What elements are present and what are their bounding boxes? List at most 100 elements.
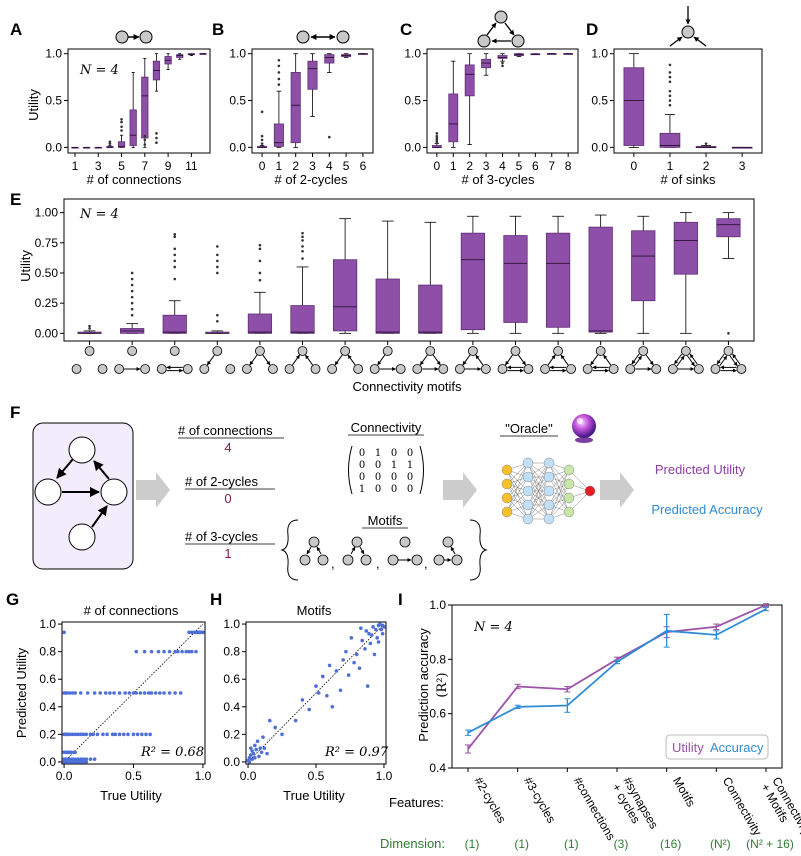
comma: , — [331, 556, 335, 571]
box-body — [141, 76, 149, 139]
panel-letter-B: B — [212, 20, 224, 39]
scatter-point — [346, 673, 351, 677]
outlier-point — [301, 249, 304, 253]
motif-edge — [262, 354, 271, 366]
identity-line — [247, 623, 385, 763]
xtick-label-feature: #3-cycles — [521, 775, 558, 826]
box-body — [290, 72, 301, 144]
boxplot-3-cycles: 0.0 0.5 1.0 0 1 2 3 4 5 6 7 8 — [404, 47, 579, 173]
scatter-point — [101, 732, 105, 737]
xtick-label-feature: Connectivity — [720, 775, 765, 839]
xtick-label-a: 11 — [185, 159, 198, 173]
box-body — [247, 313, 273, 334]
ytick-label: 0.8 — [429, 652, 446, 666]
xtick-label: 0.0 — [240, 769, 257, 783]
motif-edge — [689, 353, 698, 365]
outlier-point — [120, 129, 123, 132]
panel-letter-E: E — [10, 190, 21, 209]
scatter-point — [357, 666, 362, 670]
outlier-point — [258, 243, 262, 247]
nn-edge — [506, 476, 529, 513]
outlier-point — [301, 231, 304, 235]
scatter-point — [300, 698, 305, 702]
motif-icon-3-cycle — [477, 10, 525, 48]
scatter-point — [250, 749, 254, 753]
motif-node — [340, 346, 351, 356]
box-d-0 — [623, 53, 645, 148]
scatter-point — [134, 691, 139, 695]
scatter-point — [88, 732, 93, 737]
scatter-point — [67, 691, 72, 695]
outlier-point — [301, 257, 304, 260]
ytick-label-e: 0.75 — [35, 236, 59, 250]
motif-node — [284, 364, 295, 374]
motif-edge — [631, 353, 640, 365]
nn-edge — [527, 462, 550, 492]
annotation-n-a: N = 4 — [79, 63, 119, 78]
ytick-label: 0.4 — [39, 700, 56, 714]
motif-icon-row — [71, 346, 747, 374]
scatter-point — [78, 732, 83, 737]
motif-node — [156, 364, 167, 374]
motif-edge — [518, 354, 526, 366]
ytick-label-c: 0.0 — [404, 140, 421, 154]
ytick-label-a: 0.5 — [45, 94, 62, 108]
scatter-point — [254, 747, 258, 752]
ytick-label: 0.6 — [39, 672, 56, 686]
outlier-point — [130, 277, 134, 281]
outlier-point — [668, 80, 672, 84]
box-b-0 — [257, 110, 268, 148]
box-a-10 — [176, 53, 184, 60]
motif-node — [225, 364, 236, 374]
scatter-point — [153, 691, 158, 695]
scatter-point — [81, 760, 86, 764]
scatter-point — [316, 691, 321, 695]
scatter-point — [76, 732, 80, 737]
scatter-point — [344, 649, 348, 654]
outlier-point — [108, 142, 112, 145]
motif-node — [553, 346, 563, 356]
outlier-point — [435, 132, 439, 135]
scatter-point — [173, 691, 177, 695]
box-body — [290, 305, 315, 334]
scatter-point — [372, 652, 377, 657]
box-e-9 — [460, 215, 486, 334]
motif-node — [297, 346, 308, 356]
box-body — [273, 123, 284, 147]
matrix-cell: 0 — [391, 484, 397, 495]
xtick-label-b: 5 — [343, 159, 350, 173]
scatter-point — [158, 691, 162, 695]
motif-node — [608, 364, 619, 374]
outlier-point — [727, 332, 730, 335]
panel-letter-H: H — [210, 590, 222, 609]
motif-edge — [305, 354, 313, 366]
outlier-point — [501, 64, 504, 68]
scatter-point — [162, 649, 166, 654]
ytick-label: 1.0 — [39, 617, 56, 631]
box-e-15 — [716, 212, 741, 335]
box-c-1 — [448, 60, 459, 148]
motif-node — [140, 364, 151, 374]
feature-2-cycles-label: # of 2-cycles — [185, 474, 258, 489]
scatter-point — [73, 757, 77, 761]
scatter-point — [251, 751, 256, 756]
motif-node — [566, 364, 576, 374]
box-a-8 — [152, 53, 161, 144]
ytick-label: 0.6 — [429, 707, 446, 721]
feature-3-cycles-label: # of 3-cycles — [185, 529, 258, 544]
matrix-cell: 0 — [407, 448, 413, 459]
network-panel — [32, 422, 134, 570]
outlier-point — [108, 140, 112, 144]
outlier-point — [277, 83, 281, 86]
outlier-point — [120, 120, 123, 124]
outlier-point — [173, 265, 177, 269]
scatter-point — [65, 691, 69, 695]
scatter-point — [67, 757, 72, 761]
nn-edge — [506, 462, 529, 513]
motif-icon-2 — [156, 346, 193, 374]
motif-edge — [676, 355, 685, 367]
motif-node — [595, 346, 606, 356]
outlier-point — [173, 233, 177, 236]
nn-edge — [548, 483, 570, 520]
ytick-label: 0.2 — [223, 727, 240, 741]
